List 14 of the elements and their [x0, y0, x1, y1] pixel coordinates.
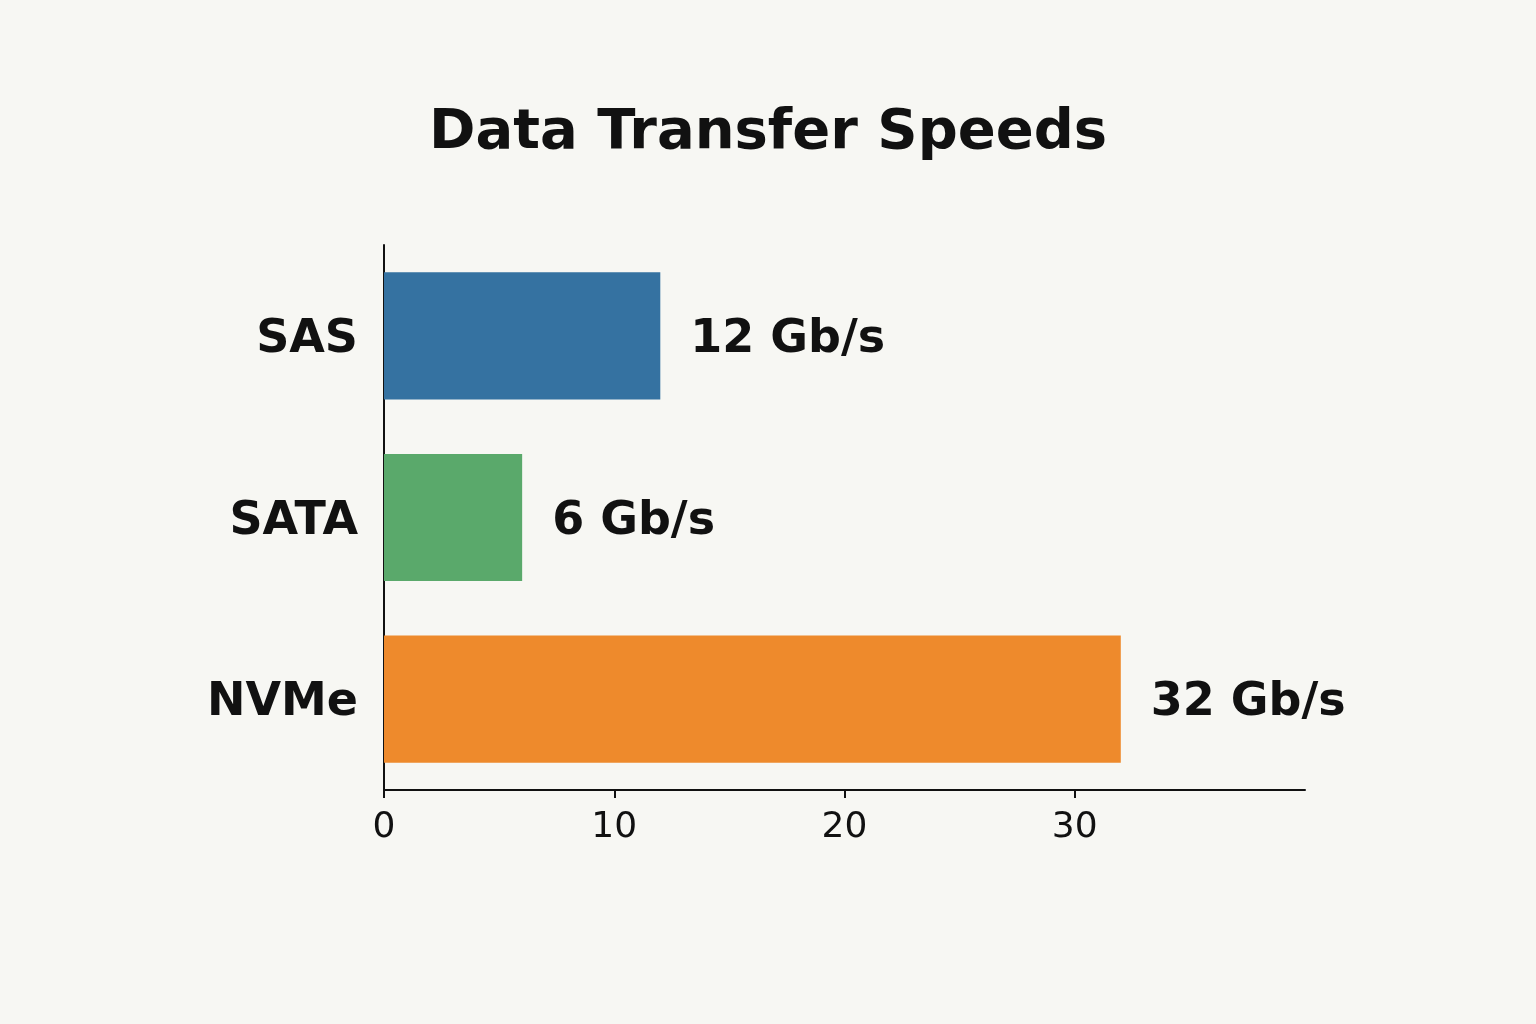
y-tick-label: NVMe	[206, 672, 358, 727]
x-tick-label: 10	[591, 803, 638, 845]
data-label: 6 Gb/s	[552, 490, 716, 545]
x-tick-label: 20	[821, 803, 868, 845]
bar	[384, 453, 523, 582]
y-tick-label: SAS	[256, 308, 358, 363]
data-label: 32 Gb/s	[1150, 672, 1346, 727]
x-tick-label: 30	[1051, 803, 1098, 845]
bar	[384, 635, 1121, 763]
bar	[384, 272, 661, 400]
chart-title: Data Transfer Speeds	[428, 95, 1108, 161]
x-tick-label: 0	[372, 803, 396, 845]
y-tick-label: SATA	[229, 490, 359, 545]
data-label: 12 Gb/s	[690, 308, 886, 363]
